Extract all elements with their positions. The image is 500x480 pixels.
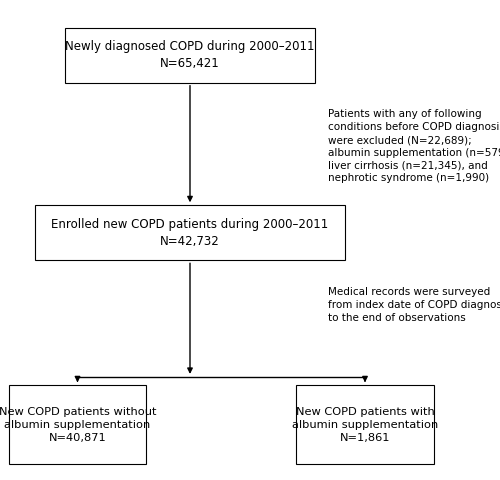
FancyBboxPatch shape — [296, 385, 434, 465]
Text: Newly diagnosed COPD during 2000–2011
N=65,421: Newly diagnosed COPD during 2000–2011 N=… — [65, 40, 315, 70]
Text: Patients with any of following
conditions before COPD diagnosis
were excluded (N: Patients with any of following condition… — [328, 109, 500, 183]
FancyBboxPatch shape — [35, 205, 345, 260]
Text: New COPD patients with
albumin supplementation
N=1,861: New COPD patients with albumin supplemen… — [292, 407, 438, 443]
FancyBboxPatch shape — [65, 28, 315, 83]
Text: Medical records were surveyed
from index date of COPD diagnosis
to the end of ob: Medical records were surveyed from index… — [328, 287, 500, 323]
FancyBboxPatch shape — [8, 385, 146, 465]
Text: Enrolled new COPD patients during 2000–2011
N=42,732: Enrolled new COPD patients during 2000–2… — [52, 218, 328, 248]
Text: New COPD patients without
albumin supplementation
N=40,871: New COPD patients without albumin supple… — [0, 407, 156, 443]
